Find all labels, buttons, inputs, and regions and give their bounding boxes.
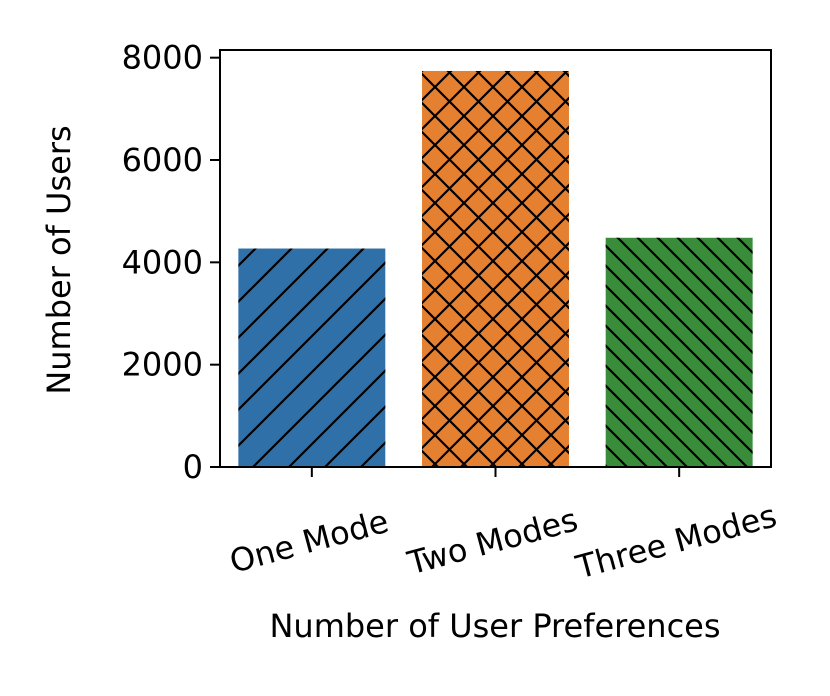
bar-hatch-three-modes <box>605 237 753 467</box>
bar-hatch-one-mode <box>238 248 386 467</box>
x-tick-label-one-mode: One Mode <box>226 502 393 581</box>
x-axis-title: Number of User Preferences <box>269 607 720 645</box>
y-tick-label-0: 0 <box>183 448 203 486</box>
x-tick-label-three-modes: Three Modes <box>571 496 780 586</box>
y-axis-title: Number of Users <box>40 125 78 394</box>
bar-hatch-two-modes <box>422 70 569 468</box>
y-tick-label-6000: 6000 <box>122 141 203 179</box>
bars-group <box>238 70 753 468</box>
y-tick-label-8000: 8000 <box>122 39 203 77</box>
plot-frame <box>219 49 772 468</box>
y-tick-label-2000: 2000 <box>122 346 203 384</box>
y-tick-label-4000: 4000 <box>122 243 203 281</box>
x-tick-label-two-modes: Two Modes <box>403 501 582 583</box>
